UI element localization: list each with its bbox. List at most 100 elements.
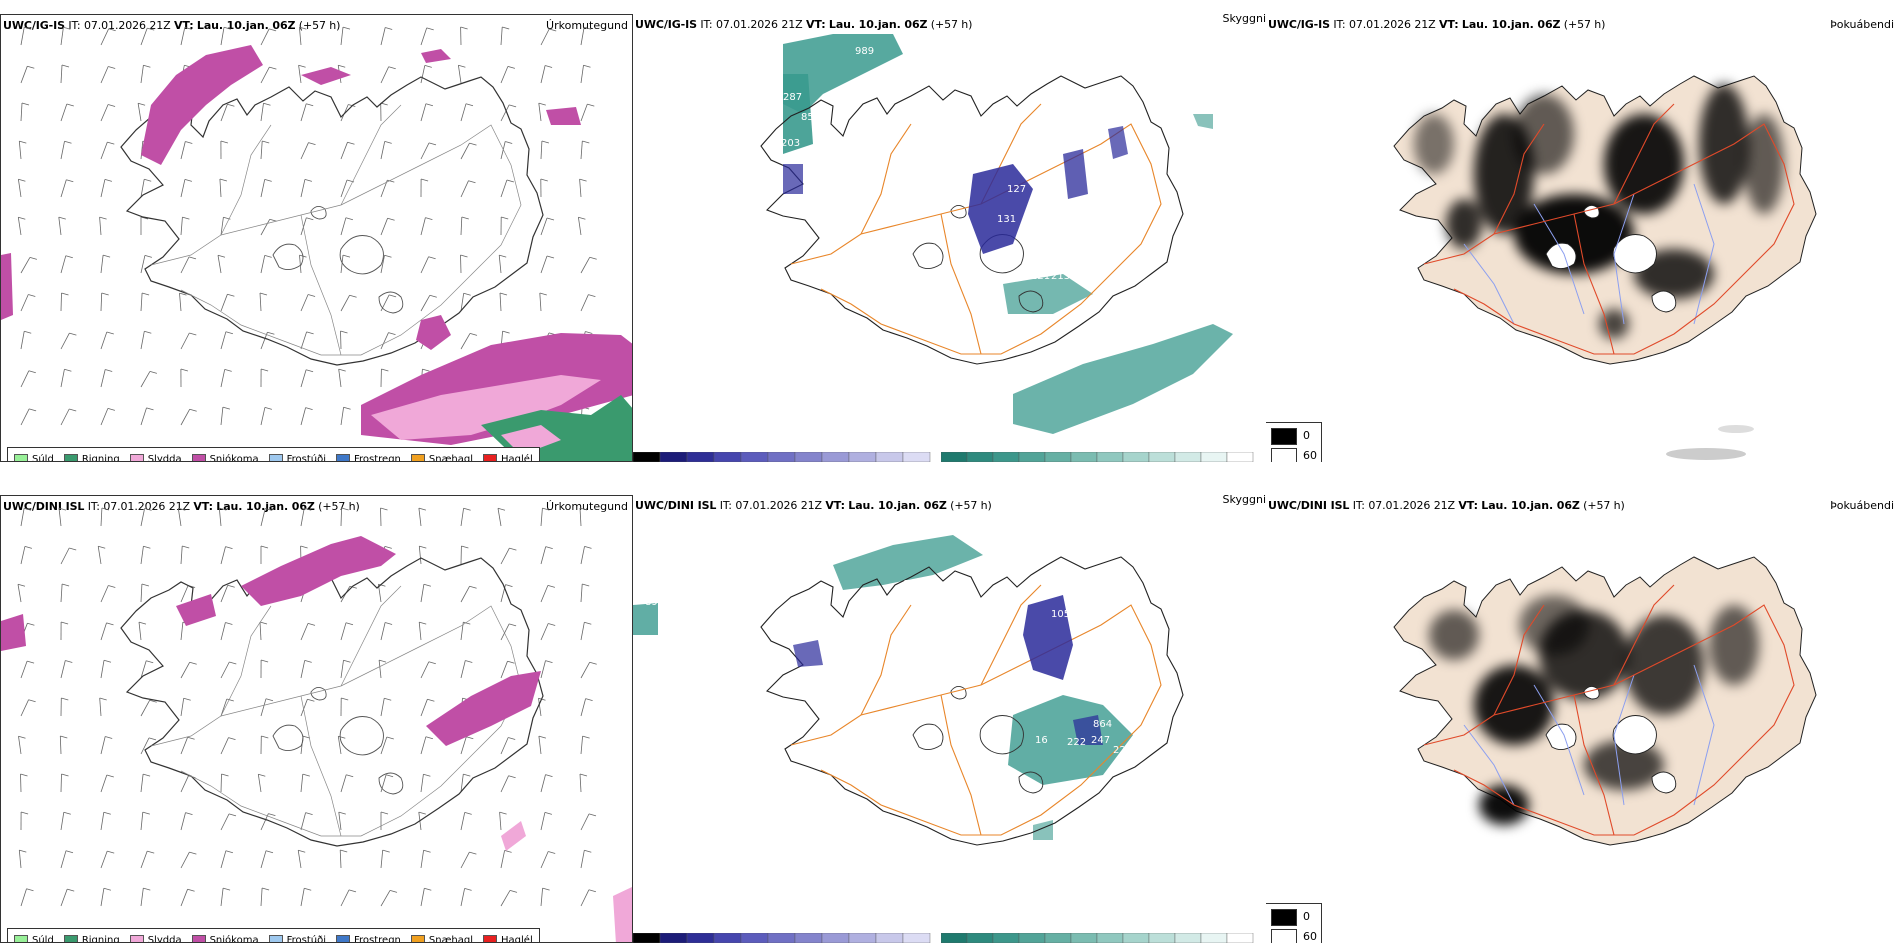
glacier — [1651, 771, 1677, 794]
wind-barb — [539, 292, 542, 312]
wind-barb — [60, 369, 65, 388]
glacier — [1545, 242, 1577, 269]
wind-barb — [340, 407, 344, 426]
colorbar-segment — [902, 933, 931, 943]
wind-barb — [260, 28, 270, 46]
fog-area — [1514, 94, 1574, 174]
wind-barb — [540, 585, 549, 603]
wind-barb — [140, 65, 144, 84]
wind-barb — [140, 508, 145, 527]
wind-barb — [540, 140, 543, 160]
wind-barb — [380, 218, 388, 236]
wind-barb — [500, 850, 505, 869]
panel-header: UWC/DINI ISL IT: 07.01.2026 21Z VT: Lau.… — [1268, 499, 1625, 512]
low-cloud-base-area — [783, 164, 803, 194]
wind-barb — [579, 179, 582, 198]
legend-swatch — [410, 934, 425, 942]
wind-barb — [140, 850, 148, 869]
wind-barb — [460, 333, 471, 350]
snow-area — [546, 107, 581, 125]
wind-barb — [60, 332, 70, 350]
roads — [150, 104, 522, 356]
wind-barb — [300, 623, 309, 641]
wind-barb — [60, 408, 70, 426]
glacier — [1612, 715, 1657, 755]
colorbar-segment — [941, 452, 968, 462]
wind-barb — [580, 583, 583, 603]
wind-barb — [380, 294, 390, 312]
wind-barb — [420, 103, 427, 122]
wind-barb — [340, 295, 350, 312]
wind-barb — [100, 736, 106, 755]
model-name: UWC/DINI ISL — [635, 499, 717, 512]
wind-barb — [260, 813, 269, 831]
wind-barb — [460, 254, 462, 274]
wind-barb — [260, 698, 267, 717]
wind-barb — [420, 584, 425, 603]
height-labels: 891 105 411 864 247 222 16 22 890 — [645, 579, 1126, 756]
wind-barb — [460, 216, 463, 236]
wind-barb — [219, 178, 222, 198]
cloud-base-areas — [793, 595, 1103, 745]
wind-barb — [580, 294, 589, 312]
wind-barb — [418, 546, 422, 565]
low-visibility-area — [1193, 114, 1213, 129]
wind-barb — [100, 255, 104, 274]
wind-barb — [18, 850, 22, 869]
wind-barb — [460, 293, 465, 312]
wind-barb — [17, 584, 22, 603]
legend-swatch — [63, 934, 78, 942]
wind-barb — [20, 888, 27, 907]
wind-barb — [20, 27, 25, 46]
wind-barb — [460, 660, 466, 679]
wind-barb — [298, 65, 302, 84]
wind-barb — [340, 660, 344, 679]
wind-barb — [340, 507, 342, 527]
wind-barb — [337, 736, 342, 755]
wind-barb — [217, 255, 222, 274]
wind-barb — [140, 660, 147, 679]
valid-time: Lau. 10.jan. 06Z — [1481, 499, 1580, 512]
lead-time: (+57 h) — [298, 19, 341, 32]
wind-barb — [58, 217, 62, 236]
wind-barb — [260, 508, 266, 527]
wind-barb — [260, 255, 266, 274]
wind-barb — [580, 103, 588, 122]
visibility-areas — [783, 34, 1233, 434]
wind-barb — [540, 28, 550, 46]
wind-barb — [498, 255, 502, 274]
wind-barb — [340, 889, 350, 907]
wind-barb — [59, 735, 62, 755]
height-label: 856 — [801, 112, 820, 123]
colorbar-segment — [740, 933, 769, 943]
wind-barb — [180, 332, 190, 350]
wind-barb — [180, 698, 185, 717]
legend-item: Snæhagl — [410, 934, 473, 942]
wind-barb — [140, 179, 145, 198]
wind-barb — [140, 812, 144, 831]
wind-barb — [99, 217, 102, 236]
low-cloud-base-area — [793, 640, 823, 667]
wind-barb — [497, 508, 502, 527]
wind-barb — [420, 256, 429, 274]
snow-area — [176, 594, 216, 626]
legend-swatch — [129, 934, 144, 942]
wind-barb — [100, 888, 105, 907]
wind-barb — [540, 217, 548, 236]
wind-barb — [177, 508, 182, 527]
colorbar-segment — [1070, 933, 1098, 943]
colorbar-segment — [1096, 452, 1124, 462]
wind-barb — [60, 773, 62, 793]
wind-barb — [578, 217, 582, 236]
low-visibility-area — [1008, 695, 1133, 785]
wind-barb — [100, 622, 107, 641]
legend-item: Frostúði — [268, 453, 326, 461]
fog-legend: 0 60 — [1266, 903, 1322, 943]
wind-barb — [579, 507, 582, 527]
precip-type-legend: Súld Rigning Slydda Snjókoma Frostúði Frostre… — [7, 447, 540, 461]
init-time: 07.01.2026 21Z — [735, 499, 822, 512]
height-label: 221 — [1031, 271, 1050, 282]
glacier — [1651, 290, 1677, 313]
wind-barb — [580, 140, 583, 160]
height-label: 127 — [1007, 184, 1026, 195]
